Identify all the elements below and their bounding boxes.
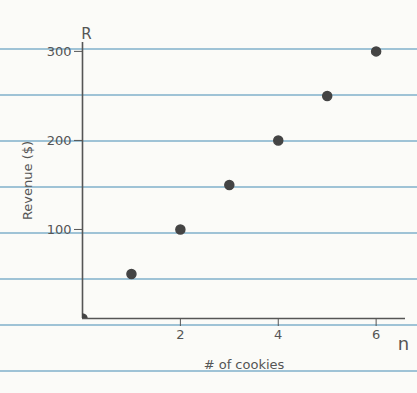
svg-text:2: 2: [176, 327, 184, 342]
svg-text:Revenue ($): Revenue ($): [20, 141, 35, 220]
svg-text:100: 100: [47, 222, 72, 237]
svg-text:4: 4: [274, 327, 282, 342]
svg-text:6: 6: [372, 327, 380, 342]
svg-text:# of cookies: # of cookies: [204, 357, 285, 372]
svg-text:200: 200: [47, 133, 72, 148]
svg-text:n: n: [398, 333, 409, 354]
svg-text:R: R: [81, 25, 91, 43]
svg-text:300: 300: [47, 44, 72, 59]
